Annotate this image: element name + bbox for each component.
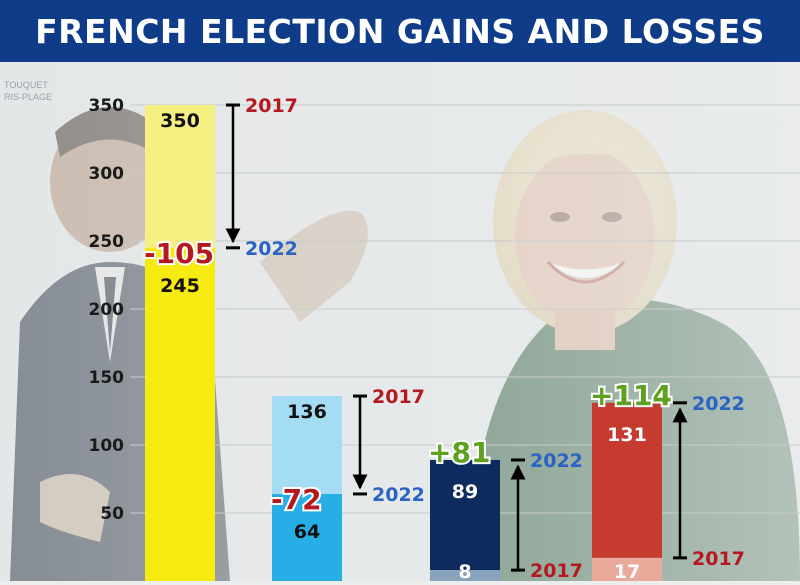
- bar-segment-2017: [592, 557, 662, 581]
- bar-segment-2017: [145, 105, 215, 248]
- page-title: FRENCH ELECTION GAINS AND LOSSES: [35, 11, 765, 51]
- bars: [145, 105, 662, 581]
- year-label-2022: 2022: [692, 393, 745, 415]
- y-tick-label: 350: [89, 96, 125, 116]
- value-label-2017: 350: [160, 110, 200, 132]
- watermark-line2: RIS-PLAGE: [4, 92, 52, 102]
- year-label-2022: 2022: [530, 450, 583, 472]
- bar-segment-2022: [272, 493, 342, 581]
- y-tick-label: 100: [89, 436, 125, 456]
- y-tick-label: 50: [100, 504, 124, 524]
- title-banner: FRENCH ELECTION GAINS AND LOSSES: [0, 0, 800, 62]
- value-label-2017: 8: [458, 561, 471, 581]
- change-label: +81: [428, 436, 490, 469]
- value-label-2022: 131: [607, 424, 647, 446]
- year-label-2017: 2017: [692, 548, 745, 570]
- y-axis: 50 100 150 200 250 300 350: [89, 96, 125, 524]
- change-label: +114: [590, 379, 672, 412]
- year-label-2017: 2017: [245, 95, 298, 117]
- annotations: 350 245 -105 2017 2022 136 64 -72 2017 2022 89 8 +81…: [142, 95, 745, 581]
- bar-segment-2017: [272, 396, 342, 494]
- value-label-2022: 89: [452, 481, 478, 503]
- bar-segment-2022: [430, 459, 500, 571]
- y-tick-label: 200: [89, 300, 125, 320]
- y-tick-label: 250: [89, 232, 125, 252]
- bar-segment-2017: [430, 570, 500, 581]
- watermark-line1: TOUQUET: [4, 80, 48, 90]
- bar-segment-2022: [592, 402, 662, 558]
- value-label-2022: 64: [294, 521, 320, 543]
- year-label-2017: 2017: [372, 386, 425, 408]
- y-tick-label: 150: [89, 368, 125, 388]
- year-label-2022: 2022: [372, 484, 425, 506]
- year-label-2022: 2022: [245, 238, 298, 260]
- value-label-2017: 17: [614, 561, 640, 581]
- value-label-2022: 245: [160, 275, 200, 297]
- change-label: -105: [144, 237, 214, 270]
- y-tick-label: 300: [89, 164, 125, 184]
- bar-segment-2022: [145, 247, 215, 581]
- value-label-2017: 136: [287, 401, 327, 423]
- change-label: -72: [271, 483, 322, 516]
- year-label-2017: 2017: [530, 560, 583, 581]
